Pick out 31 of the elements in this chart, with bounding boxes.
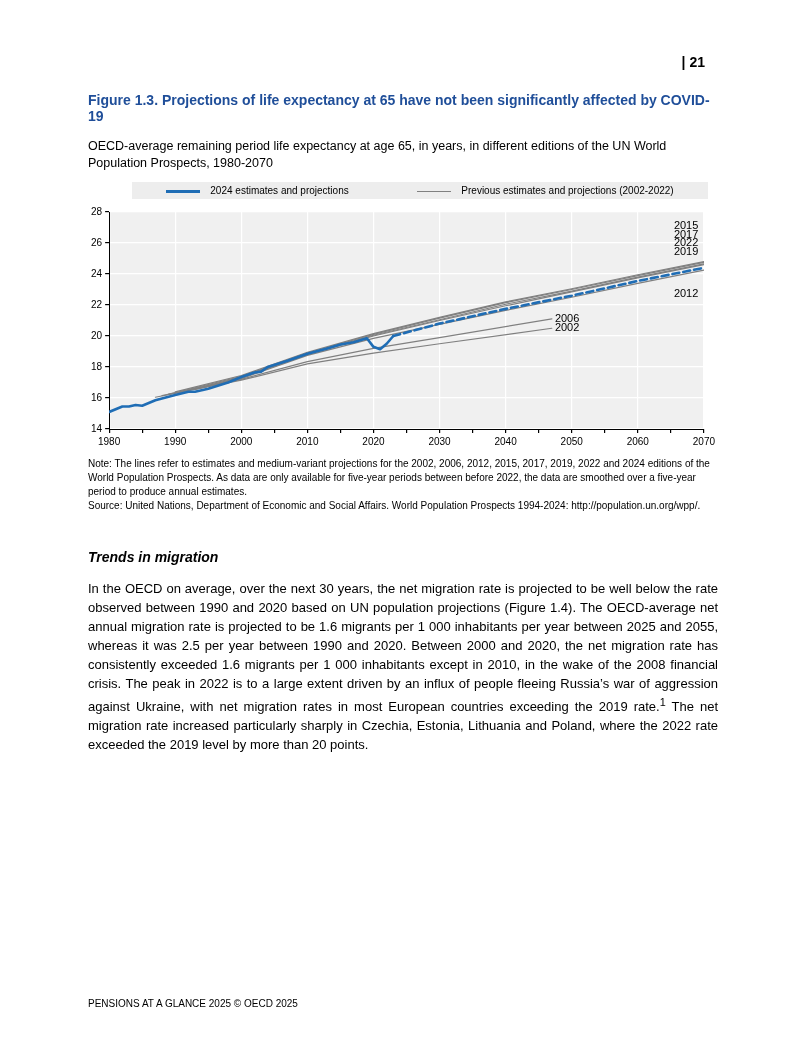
series-label: 2006 <box>554 311 580 324</box>
chart-title: Figure 1.3. Projections of life expectancy at 65 have not been significantly affected by COVID-19 <box>88 92 711 124</box>
y-tick-label: 14 <box>91 422 103 434</box>
x-tick-label: 2030 <box>428 435 452 447</box>
chart-subtitle: OECD-average remaining period life expectancy at age 65, in years, in different editions of the UN World Population Prospects, 1980-2070 <box>88 138 668 172</box>
y-tick-label: 20 <box>91 329 103 341</box>
y-tick-label: 26 <box>91 236 103 248</box>
text: Trends in migration <box>88 549 220 565</box>
y-tick-label: 24 <box>91 267 103 279</box>
y-tick-label: 16 <box>91 391 103 403</box>
x-tick-label: 2000 <box>230 435 253 447</box>
x-tick-label: 2050 <box>560 435 584 447</box>
source-note: Source: United Nations, Department of Economic and Social Affairs. World Population Prospects 1994-2024: http://population.un.org/wpp/. <box>88 499 702 513</box>
y-tick-label: 28 <box>91 205 103 217</box>
text: | 21 <box>681 54 705 70</box>
series-label: 2002 <box>554 321 580 334</box>
legend-label: 2024 estimates and projections <box>209 185 349 196</box>
y-tick-label: 18 <box>91 360 103 372</box>
x-tick-label: 2010 <box>296 435 319 447</box>
x-tick-label: 1990 <box>164 435 187 447</box>
x-tick-label: 2060 <box>626 435 650 447</box>
text: PENSIONS AT A GLANCE 2025 © OECD 2025 <box>88 998 298 1009</box>
x-tick-label: 2040 <box>494 435 518 447</box>
x-tick-label: 1980 <box>98 435 121 447</box>
x-tick-label: 2070 <box>692 435 716 447</box>
text: In the OECD on average, over the next 30 years, the net migration rate is projected to be well below the rate observed between 1990 and 2020 based on UN population projections (Figure 1.4). The OECD-average net annual migration rate is projected to be 1.6 migrants per 1 000 inhabitants per year between 2025 and 2055, whereas it was 2.5 per year between 1990 and 2020. Between 2000 and 2020, the net migration rate has consistently exceeded 1.6 migrants per 1 000 inhabitants except in 2010, in the wake of the 2008 financial crisis. The peak in 2022 is to a large extent driven by an influx of people fleeing Russia’s war of aggression against Ukraine, with net migration rates in most European countries exceeding the 2019 rate.$^{1}$ The net migration rate increased particularly sharply in Czechia, Estonia, Lithuania and Poland, where the 2022 rate exceeded the 2019 level by more than 20 points. <box>88 581 718 753</box>
series-label: 2012 <box>673 287 699 300</box>
legend-title: Previous estimates and projections (2002-2022) <box>460 185 674 196</box>
text: Note: The lines refer to estimates and medium-variant projections for the 2002, 2006, 2012, 2015, 2017, 2019, 2022 and 2024 editions of the World Population Prospects. As data are only available for five-year periods between before 2022, the data are smoothed over a five-year period to produce annual estimates. <box>88 457 711 499</box>
x-tick-label: 2020 <box>362 435 386 447</box>
y-tick-label: 22 <box>91 298 103 310</box>
